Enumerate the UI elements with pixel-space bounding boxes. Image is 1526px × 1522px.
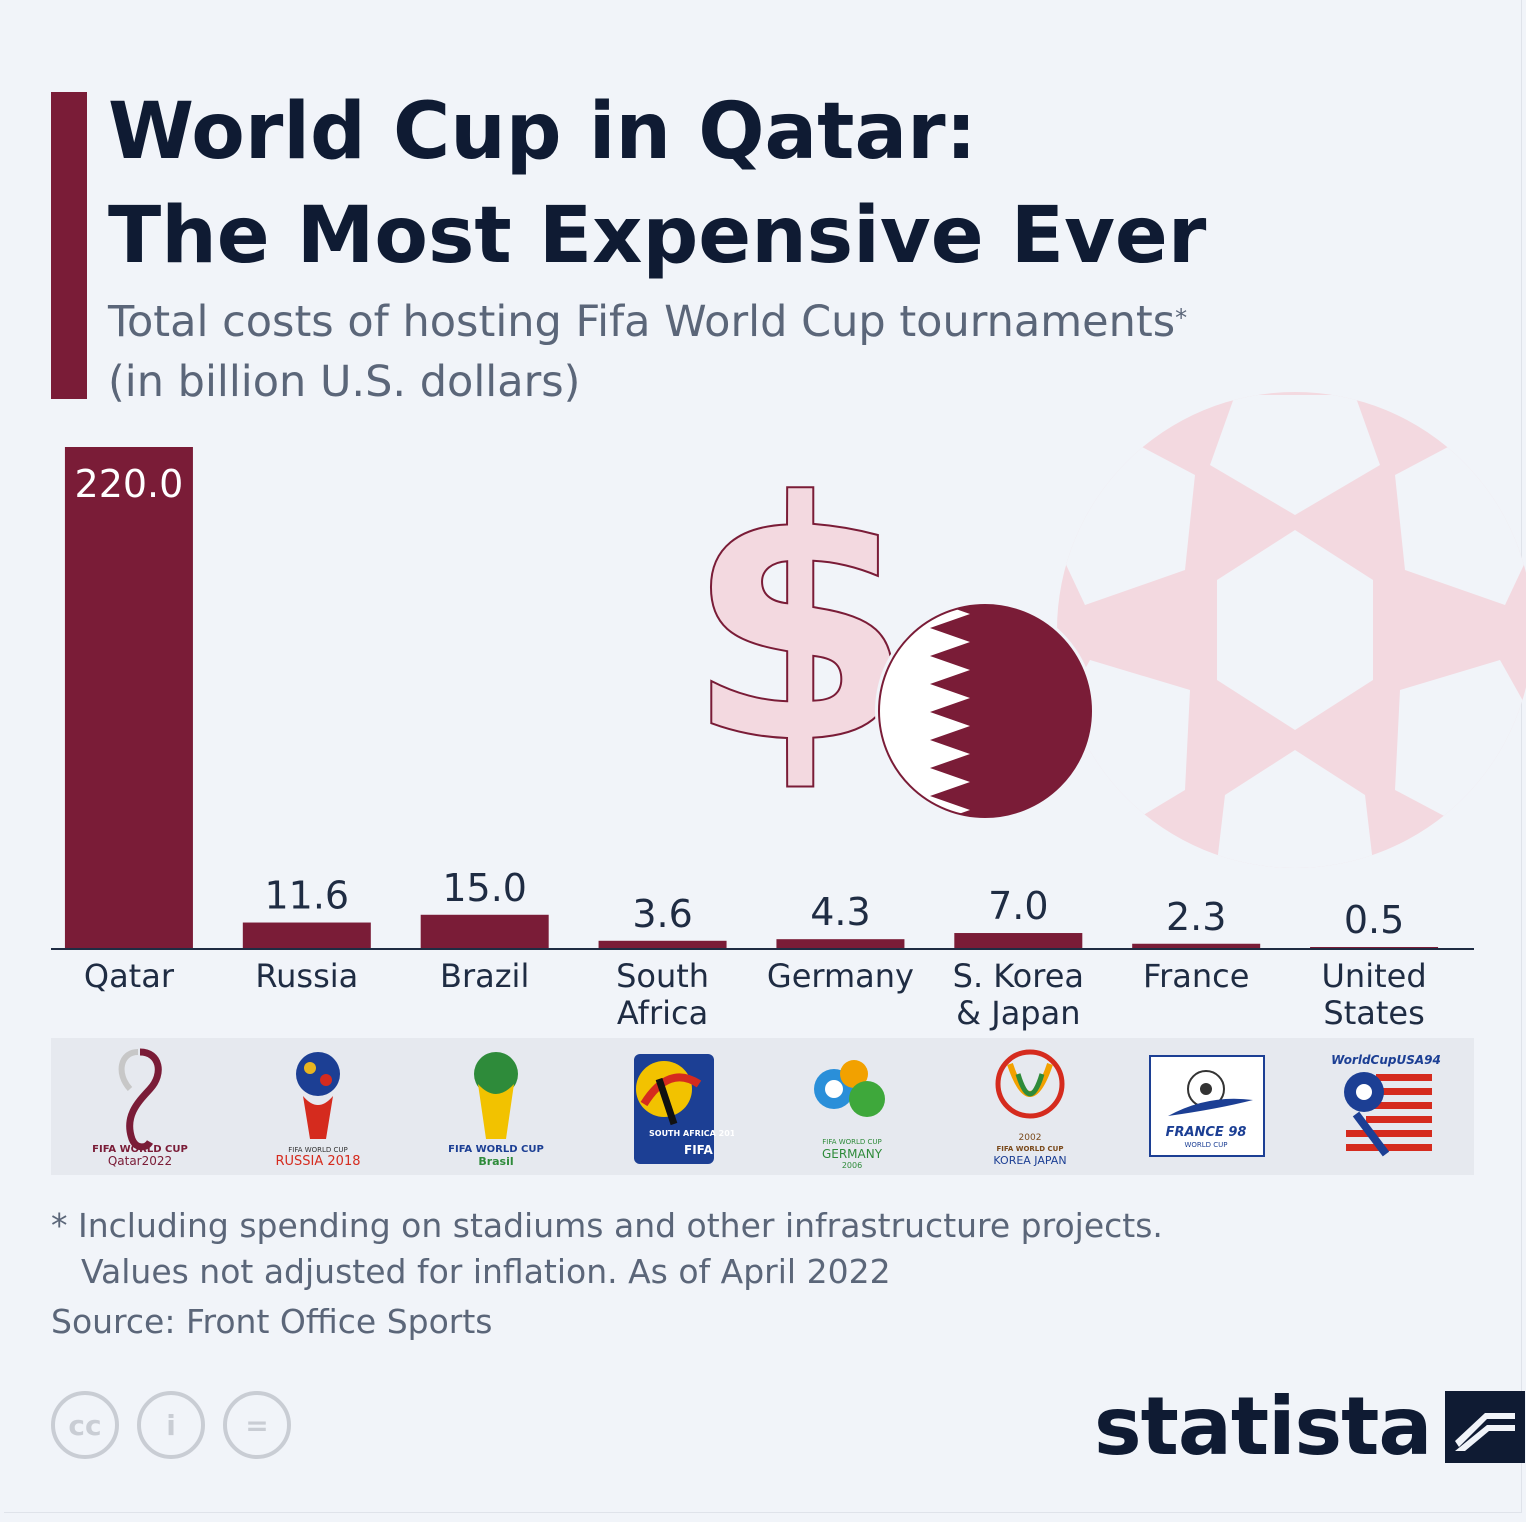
bar-chart: 220.0 Qatar 11.6 Russia 15.0 Brazil 3.6 SouthAf… <box>51 447 1474 1032</box>
category-label: South <box>616 957 709 995</box>
svg-text:FIFA WORLD CUP: FIFA WORLD CUP <box>997 1145 1064 1153</box>
bar-brazil <box>420 914 549 949</box>
bars-group <box>64 447 1439 949</box>
svg-text:FIFA WORLD CUP: FIFA WORLD CUP <box>92 1144 188 1155</box>
dollar-sign-icon: $ <box>684 431 916 817</box>
category-label: & Japan <box>956 994 1080 1032</box>
svg-text:FIFA: FIFA <box>684 1143 713 1157</box>
no-derivatives-icon[interactable]: = <box>223 1391 291 1459</box>
labels-group: 220.0 Qatar 11.6 Russia 15.0 Brazil 3.6 SouthAf… <box>75 462 1427 1032</box>
qatar-2022-logo: FIFA WORLD CUP Qatar2022 <box>51 1038 229 1175</box>
svg-text:2002: 2002 <box>1019 1133 1042 1143</box>
value-label: 2.3 <box>1166 895 1226 939</box>
svg-text:FIFA WORLD CUP: FIFA WORLD CUP <box>822 1138 882 1146</box>
tournament-logos-strip: FIFA WORLD CUP Qatar2022 FIFA WORLD CUP … <box>51 1038 1474 1175</box>
svg-text:$: $ <box>685 432 915 816</box>
category-label: Africa <box>617 994 708 1032</box>
statista-logo-icon <box>1445 1390 1526 1463</box>
license-icons: cc i = <box>51 1391 291 1459</box>
bar-germany <box>776 939 905 949</box>
footnote-line-2: Values not adjusted for inflation. As of… <box>81 1252 891 1291</box>
source-note: Source: Front Office Sports <box>51 1302 493 1341</box>
value-label: 3.6 <box>632 892 692 936</box>
title-accent-bar <box>51 92 87 399</box>
svg-text:Brasil: Brasil <box>478 1155 513 1168</box>
category-label: Russia <box>255 957 358 995</box>
statista-wordmark: statista <box>1094 1380 1432 1473</box>
category-label: States <box>1323 994 1424 1032</box>
france-98-logo: FRANCE 98 WORLD CUP <box>1119 1038 1297 1175</box>
svg-text:KOREA JAPAN: KOREA JAPAN <box>993 1154 1066 1167</box>
subtitle: Total costs of hosting Fifa World Cup to… <box>108 292 1187 412</box>
svg-text:WORLD CUP: WORLD CUP <box>1184 1141 1227 1149</box>
svg-text:WorldCupUSA94: WorldCupUSA94 <box>1331 1053 1441 1067</box>
category-label: Germany <box>767 957 914 995</box>
statista-brand[interactable]: statista <box>1094 1380 1526 1473</box>
bar-qatar <box>64 447 193 949</box>
value-label: 4.3 <box>810 890 870 934</box>
svg-text:2006: 2006 <box>842 1161 862 1169</box>
cc-icon[interactable]: cc <box>51 1391 119 1459</box>
usa-94-logo: WorldCupUSA94 <box>1297 1038 1475 1175</box>
value-label: 11.6 <box>265 874 350 918</box>
korea-japan-2002-logo: 2002 FIFA WORLD CUP KOREA JAPAN <box>941 1038 1119 1175</box>
value-label: 7.0 <box>988 884 1048 928</box>
attribution-icon[interactable]: i <box>137 1391 205 1459</box>
svg-text:SOUTH AFRICA 2010: SOUTH AFRICA 2010 <box>649 1129 734 1138</box>
category-label: United <box>1321 957 1426 995</box>
value-label: 220.0 <box>75 462 184 506</box>
value-label: 15.0 <box>442 866 527 910</box>
category-label: Qatar <box>84 957 175 995</box>
category-label: Brazil <box>440 957 529 995</box>
svg-text:FRANCE 98: FRANCE 98 <box>1166 1125 1247 1140</box>
russia-2018-logo: FIFA WORLD CUP RUSSIA 2018 <box>229 1038 407 1175</box>
value-label: 0.5 <box>1344 898 1404 942</box>
bar-france <box>1132 943 1261 949</box>
svg-text:FIFA WORLD CUP: FIFA WORLD CUP <box>448 1144 544 1155</box>
page-title: World Cup in Qatar: The Most Expensive E… <box>108 87 1207 281</box>
footnote-line-1: * Including spending on stadiums and oth… <box>51 1206 1163 1245</box>
subtitle-asterisk: * <box>1175 304 1188 332</box>
bar-s-korea-japan <box>954 933 1083 949</box>
svg-text:RUSSIA 2018: RUSSIA 2018 <box>276 1154 361 1169</box>
svg-text:Qatar2022: Qatar2022 <box>108 1154 172 1168</box>
svg-text:FIFA WORLD CUP: FIFA WORLD CUP <box>288 1146 348 1154</box>
subtitle-line-1: Total costs of hosting Fifa World Cup to… <box>108 297 1176 347</box>
category-label: France <box>1143 957 1249 995</box>
subtitle-line-2: (in billion U.S. dollars) <box>108 357 581 407</box>
svg-text:GERMANY: GERMANY <box>822 1147 883 1161</box>
brasil-2014-logo: FIFA WORLD CUP Brasil <box>407 1038 585 1175</box>
footnote: * Including spending on stadiums and oth… <box>51 1203 1163 1295</box>
qatar-flag-icon <box>875 601 1095 821</box>
germany-2006-logo: FIFA WORLD CUP GERMANY 2006 <box>763 1038 941 1175</box>
bar-south-africa <box>598 940 727 949</box>
bar-russia <box>242 922 371 949</box>
category-label: S. Korea <box>953 957 1084 995</box>
south-africa-2010-logo: SOUTH AFRICA 2010 FIFA <box>585 1038 763 1175</box>
